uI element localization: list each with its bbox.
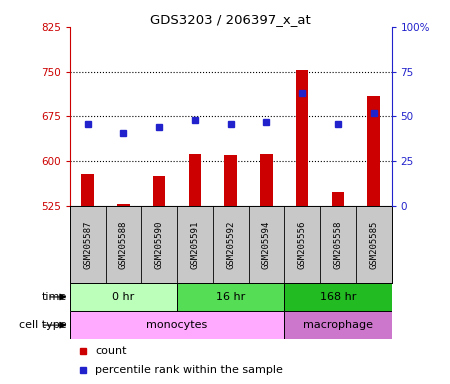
Text: 16 hr: 16 hr [216,292,245,302]
Bar [284,311,392,339]
Text: count: count [95,346,127,356]
Text: macrophage: macrophage [303,320,373,330]
Title: GDS3203 / 206397_x_at: GDS3203 / 206397_x_at [150,13,311,26]
Bar [296,70,308,206]
Text: cell type: cell type [19,320,67,330]
Text: GSM205590: GSM205590 [155,220,164,269]
Bar [70,311,284,339]
Bar [153,176,166,206]
Text: GSM205594: GSM205594 [262,220,271,269]
Text: GSM205587: GSM205587 [83,220,92,269]
Bar [70,283,177,311]
Text: GSM205556: GSM205556 [297,220,306,269]
Text: time: time [41,292,67,302]
Text: 0 hr: 0 hr [112,292,135,302]
Text: GSM205558: GSM205558 [333,220,342,269]
Bar [177,283,284,311]
Text: GSM205585: GSM205585 [369,220,378,269]
Text: GSM205591: GSM205591 [190,220,199,269]
Bar [332,192,344,206]
Bar [367,96,380,206]
Text: GSM205588: GSM205588 [119,220,128,269]
Bar [81,174,94,206]
Bar [284,283,392,311]
Text: GSM205592: GSM205592 [226,220,235,269]
Bar [117,204,130,206]
Bar [260,154,273,206]
Bar [225,155,237,206]
Text: percentile rank within the sample: percentile rank within the sample [95,365,284,375]
Text: monocytes: monocytes [146,320,207,330]
Text: 168 hr: 168 hr [320,292,356,302]
Bar [189,154,201,206]
